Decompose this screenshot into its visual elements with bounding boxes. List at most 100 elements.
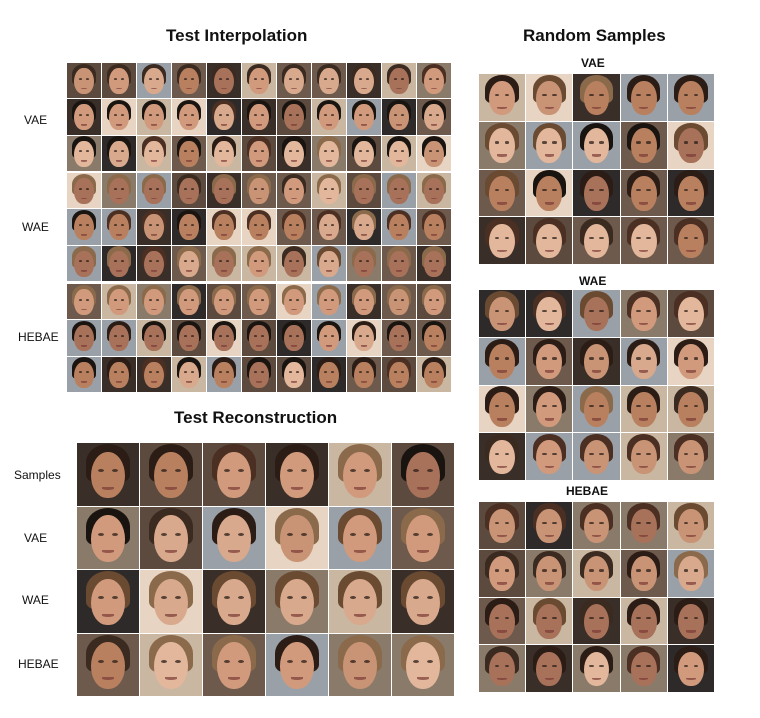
eye-shape: [494, 452, 500, 456]
face-thumbnail: [140, 443, 202, 506]
eye-shape: [224, 532, 231, 536]
mouth-shape: [150, 234, 158, 236]
face-shape: [630, 604, 657, 639]
eye-shape: [504, 452, 510, 456]
face-thumbnail: [667, 217, 714, 264]
mouth-shape: [430, 345, 438, 347]
eye-shape: [261, 298, 265, 301]
mouth-shape: [591, 465, 602, 469]
face-shape: [144, 361, 164, 388]
mouth-shape: [150, 197, 158, 200]
face-shape: [354, 250, 374, 277]
face-thumbnail: [102, 284, 136, 320]
mouth-shape: [150, 381, 158, 384]
eye-shape: [504, 357, 510, 360]
face-shape: [536, 223, 563, 259]
eye-shape: [191, 187, 195, 190]
eye-shape: [413, 469, 420, 473]
face-thumbnail: [277, 173, 311, 209]
eye-shape: [504, 617, 510, 620]
eye-shape: [636, 617, 641, 620]
eye-shape: [113, 187, 117, 190]
eye-shape: [541, 569, 547, 572]
eye-shape: [366, 298, 370, 301]
eye-shape: [218, 77, 222, 80]
eye-shape: [366, 224, 370, 226]
face-thumbnail: [382, 99, 416, 135]
eye-shape: [428, 260, 432, 263]
face-thumbnail: [242, 99, 276, 135]
mouth-shape: [416, 550, 430, 554]
face-thumbnail: [417, 99, 451, 135]
face-thumbnail: [102, 173, 136, 209]
mouth-shape: [185, 160, 193, 163]
face-thumbnail: [77, 443, 139, 506]
eye-shape: [646, 521, 652, 524]
face-thumbnail: [137, 356, 171, 392]
mouth-shape: [591, 582, 602, 585]
mouth-shape: [220, 270, 228, 273]
eye-shape: [541, 452, 547, 456]
mouth-shape: [101, 613, 115, 617]
face-thumbnail: [207, 173, 241, 209]
eye-shape: [693, 617, 699, 620]
face-thumbnail: [392, 443, 454, 506]
eye-shape: [156, 150, 160, 153]
eye-shape: [646, 569, 652, 572]
face-thumbnail: [140, 506, 202, 569]
mouth-shape: [164, 677, 178, 681]
face-shape: [279, 578, 315, 625]
face-thumbnail: [312, 99, 346, 135]
eye-shape: [296, 77, 300, 80]
face-shape: [249, 325, 269, 352]
eye-shape: [113, 371, 117, 374]
mouth-shape: [220, 381, 228, 384]
eye-shape: [218, 371, 222, 374]
mouth-shape: [639, 418, 649, 421]
mouth-shape: [686, 677, 696, 681]
eye-shape: [693, 452, 699, 456]
face-thumbnail: [573, 217, 620, 264]
face-thumbnail: [417, 135, 451, 171]
face-thumbnail: [620, 597, 667, 645]
mouth-shape: [255, 345, 263, 347]
eye-shape: [646, 405, 652, 408]
mouth-shape: [290, 486, 304, 490]
eye-shape: [426, 596, 433, 600]
eye-shape: [86, 77, 90, 80]
face-shape: [536, 392, 563, 427]
mouth-shape: [150, 345, 158, 347]
face-thumbnail: [312, 209, 346, 245]
face-thumbnail: [67, 135, 101, 171]
eye-shape: [253, 150, 257, 153]
mouth-shape: [80, 308, 88, 311]
face-shape: [342, 642, 378, 689]
face-thumbnail: [67, 284, 101, 320]
eye-shape: [428, 298, 432, 301]
face-thumbnail: [347, 173, 381, 209]
eye-shape: [413, 596, 420, 600]
face-shape: [214, 361, 234, 388]
face-shape: [319, 177, 339, 205]
mouth-shape: [430, 197, 438, 200]
face-thumbnail: [382, 209, 416, 245]
face-shape: [153, 451, 189, 498]
eye-shape: [161, 469, 168, 473]
face-shape: [319, 67, 339, 95]
face-thumbnail: [620, 169, 667, 217]
eye-shape: [683, 236, 689, 240]
face-thumbnail: [172, 135, 206, 171]
face-shape: [630, 344, 657, 379]
face-shape: [144, 140, 164, 167]
mouth-shape: [360, 345, 368, 347]
mouth-shape: [185, 345, 193, 347]
mouth-shape: [360, 234, 368, 236]
face-shape: [342, 451, 378, 498]
eye-shape: [552, 521, 557, 524]
eye-shape: [121, 150, 125, 153]
face-thumbnail: [266, 443, 328, 506]
mouth-shape: [353, 486, 367, 490]
eye-shape: [121, 260, 125, 263]
face-shape: [319, 325, 339, 352]
eye-shape: [174, 659, 181, 663]
